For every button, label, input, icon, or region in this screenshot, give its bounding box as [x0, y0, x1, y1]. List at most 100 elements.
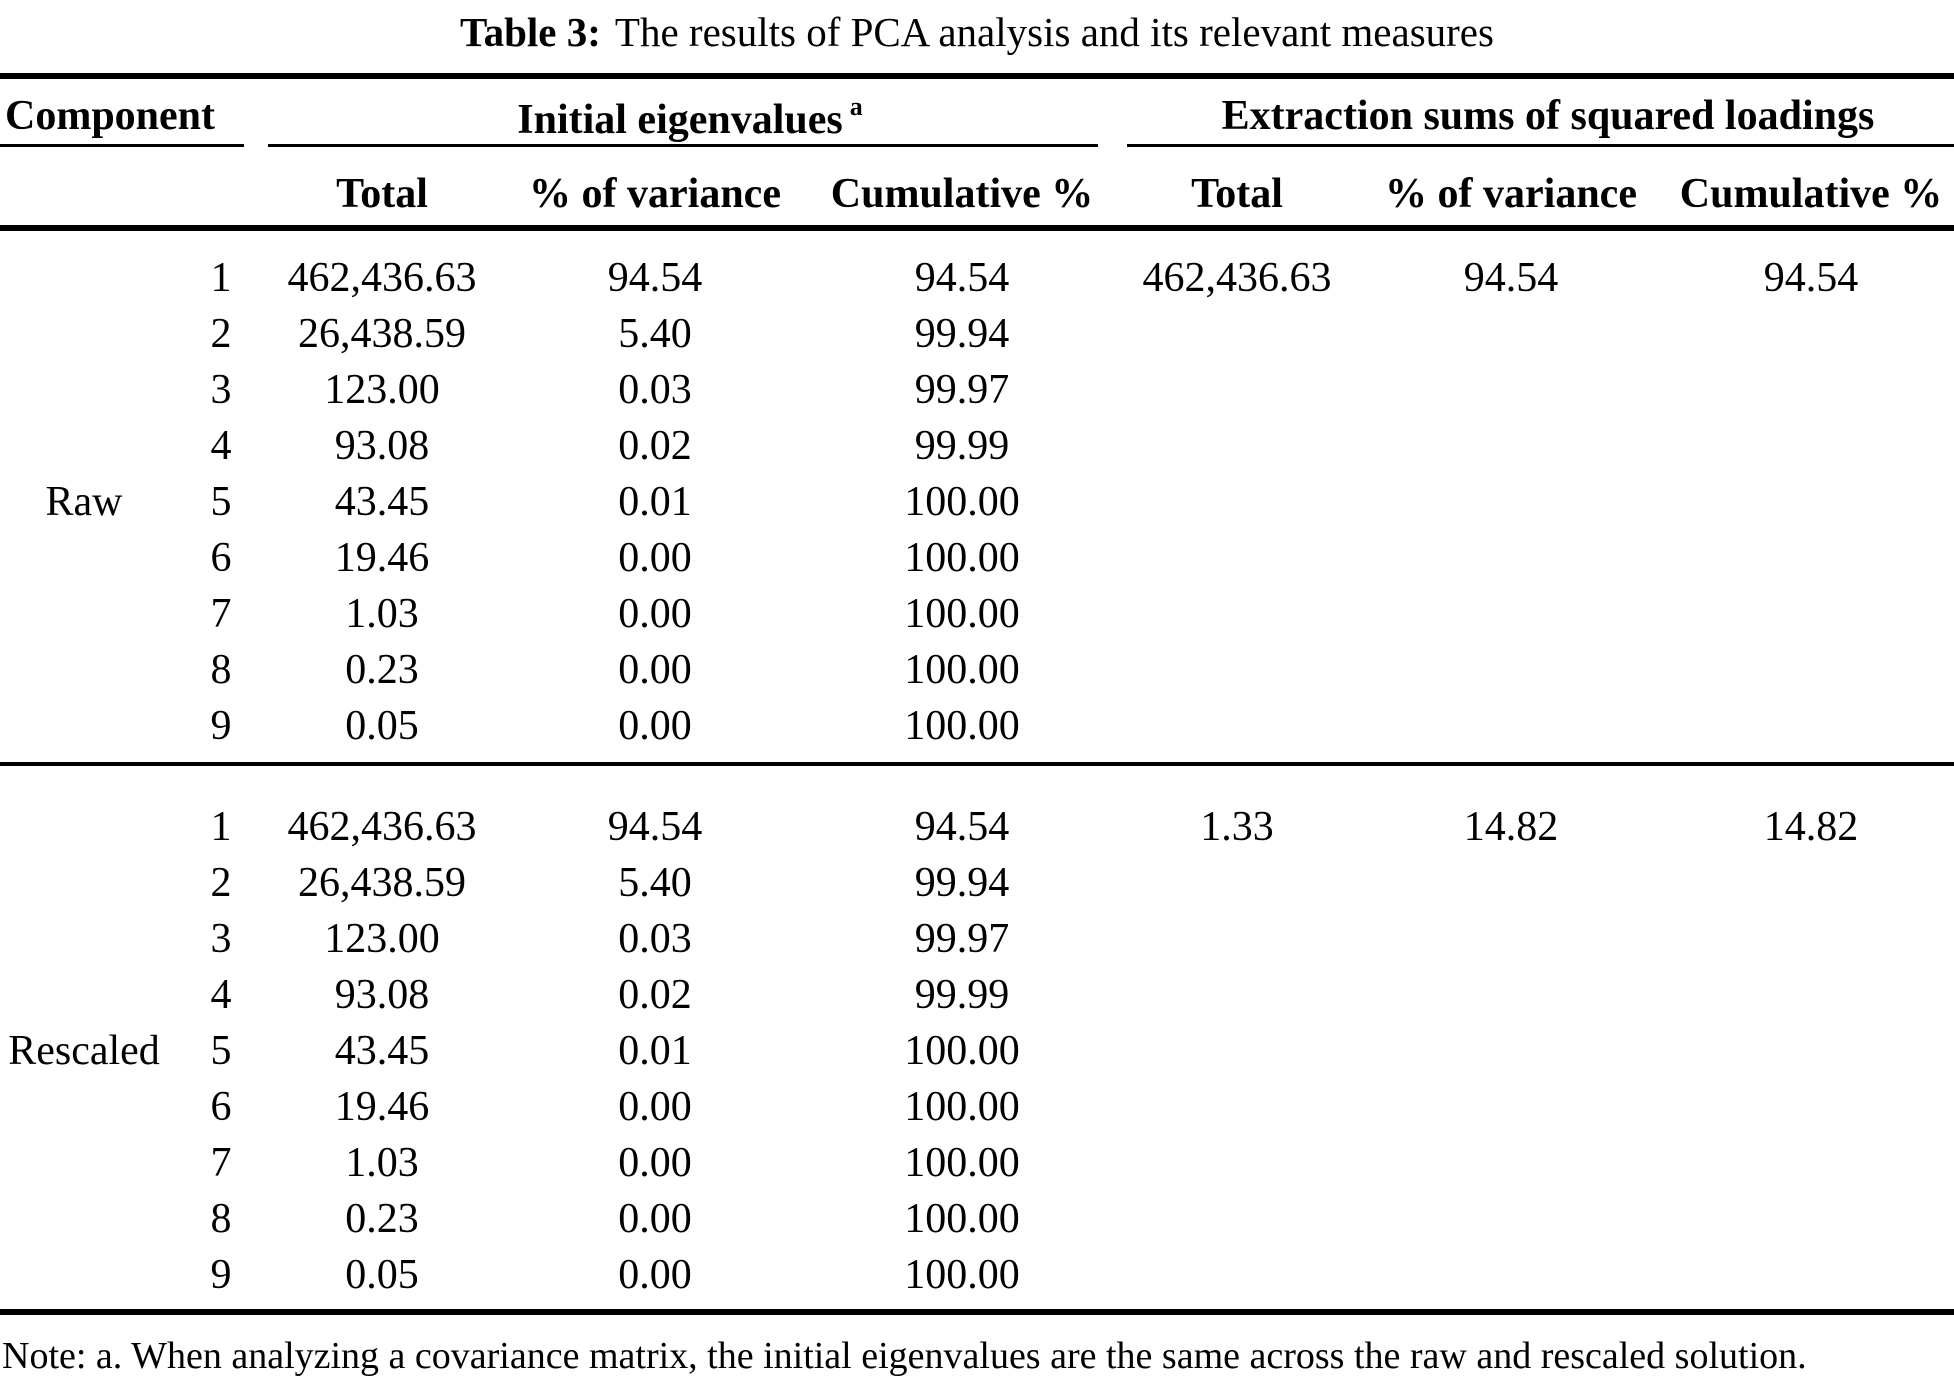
group-label-raw: Raw	[45, 479, 123, 525]
cell-component-number: 4	[210, 423, 232, 469]
cell-initial-total: 26,438.59	[298, 311, 466, 357]
table-row: 4 93.08 0.02 99.99	[0, 967, 1954, 1023]
table-title-number: Table 3:	[460, 9, 601, 55]
cell-component-number: 2	[210, 860, 232, 906]
cell-initial-total: 0.05	[345, 703, 419, 749]
table-row: 2 26,438.59 5.40 99.94	[0, 306, 1954, 362]
cell-initial-total: 1.03	[345, 1140, 419, 1186]
cell-initial-variance: 0.03	[618, 916, 692, 962]
cell-extraction-variance: 94.54	[1463, 255, 1559, 301]
col-header-initial-variance: % of variance	[529, 171, 781, 217]
table-row: 6 19.46 0.00 100.00	[0, 530, 1954, 586]
table-row: 3 123.00 0.03 99.97	[0, 362, 1954, 418]
cell-initial-variance: 94.54	[607, 255, 703, 301]
cell-component-number: 5	[210, 1028, 232, 1074]
table-row: 8 0.23 0.00 100.00	[0, 642, 1954, 698]
group-label-rescaled: Rescaled	[8, 1028, 160, 1074]
cell-initial-variance: 0.00	[618, 647, 692, 693]
table-row: 1 462,436.63 94.54 94.54 462,436.63 94.54 94.5…	[0, 250, 1954, 306]
component-column-header: Component	[5, 93, 216, 139]
cell-initial-cumulative: 99.99	[914, 423, 1010, 469]
cell-initial-cumulative: 100.00	[904, 1252, 1020, 1298]
cell-initial-variance: 94.54	[607, 804, 703, 850]
col-header-initial-total: Total	[336, 171, 428, 217]
rule-group-divider	[0, 762, 1954, 766]
rule-under-extraction	[1127, 144, 1954, 147]
cell-extraction-cumulative: 14.82	[1763, 804, 1859, 850]
cell-initial-total: 93.08	[334, 423, 430, 469]
cell-initial-cumulative: 99.99	[914, 972, 1010, 1018]
cell-component-number: 2	[210, 311, 232, 357]
cell-initial-variance: 0.02	[618, 972, 692, 1018]
table-row: 9 0.05 0.00 100.00	[0, 698, 1954, 754]
cell-initial-cumulative: 100.00	[904, 1140, 1020, 1186]
cell-component-number: 8	[210, 647, 232, 693]
cell-initial-cumulative: 100.00	[904, 479, 1020, 525]
initial-eigenvalues-label: Initial eigenvalues	[517, 97, 843, 143]
table-row: 3 123.00 0.03 99.97	[0, 911, 1954, 967]
cell-initial-variance: 5.40	[618, 860, 692, 906]
table-row: 4 93.08 0.02 99.99	[0, 418, 1954, 474]
cell-initial-total: 462,436.63	[287, 804, 477, 850]
cell-component-number: 3	[210, 367, 232, 413]
initial-eigenvalues-group-header: Initial eigenvalues a	[517, 92, 863, 144]
cell-component-number: 6	[210, 1084, 232, 1130]
cell-initial-cumulative: 100.00	[904, 703, 1020, 749]
cell-extraction-total: 1.33	[1200, 804, 1274, 850]
cell-initial-total: 19.46	[334, 1084, 430, 1130]
cell-initial-total: 43.45	[334, 479, 430, 525]
table-row: 7 1.03 0.00 100.00	[0, 586, 1954, 642]
table-footnote: Note: a. When analyzing a covariance mat…	[2, 1335, 1807, 1377]
cell-initial-variance: 0.01	[618, 1028, 692, 1074]
cell-component-number: 8	[210, 1196, 232, 1242]
cell-initial-variance: 0.00	[618, 1252, 692, 1298]
cell-initial-total: 1.03	[345, 591, 419, 637]
cell-initial-variance: 0.00	[618, 591, 692, 637]
cell-component-number: 9	[210, 1252, 232, 1298]
rule-under-subheaders	[0, 225, 1954, 231]
cell-initial-variance: 0.00	[618, 535, 692, 581]
rule-under-component	[0, 144, 244, 147]
cell-extraction-total: 462,436.63	[1142, 255, 1332, 301]
cell-initial-cumulative: 100.00	[904, 1028, 1020, 1074]
cell-initial-cumulative: 99.97	[914, 367, 1010, 413]
cell-initial-cumulative: 100.00	[904, 1196, 1020, 1242]
cell-initial-total: 462,436.63	[287, 255, 477, 301]
cell-initial-total: 123.00	[324, 367, 440, 413]
cell-initial-cumulative: 100.00	[904, 591, 1020, 637]
cell-initial-total: 26,438.59	[298, 860, 466, 906]
table-row: 5 43.45 0.01 100.00	[0, 474, 1954, 530]
cell-initial-total: 93.08	[334, 972, 430, 1018]
col-header-extraction-variance: % of variance	[1385, 171, 1637, 217]
cell-initial-cumulative: 100.00	[904, 647, 1020, 693]
cell-initial-variance: 0.00	[618, 703, 692, 749]
table-title-text: The results of PCA analysis and its rele…	[614, 9, 1494, 55]
col-header-extraction-cumulative: Cumulative %	[1679, 171, 1943, 217]
cell-initial-variance: 0.03	[618, 367, 692, 413]
cell-component-number: 5	[210, 479, 232, 525]
cell-initial-cumulative: 99.94	[914, 311, 1010, 357]
extraction-group-header: Extraction sums of squared loadings	[1221, 93, 1875, 139]
cell-initial-cumulative: 99.97	[914, 916, 1010, 962]
cell-initial-variance: 0.00	[618, 1140, 692, 1186]
rule-top	[0, 73, 1954, 79]
cell-initial-total: 0.05	[345, 1252, 419, 1298]
cell-initial-total: 19.46	[334, 535, 430, 581]
table-row: 8 0.23 0.00 100.00	[0, 1191, 1954, 1247]
cell-extraction-cumulative: 94.54	[1763, 255, 1859, 301]
cell-initial-cumulative: 99.94	[914, 860, 1010, 906]
cell-initial-variance: 0.00	[618, 1084, 692, 1130]
table-title: Table 3: The results of PCA analysis and …	[0, 8, 1954, 56]
col-header-extraction-total: Total	[1191, 171, 1283, 217]
cell-initial-variance: 0.02	[618, 423, 692, 469]
cell-initial-variance: 0.00	[618, 1196, 692, 1242]
table-row: 5 43.45 0.01 100.00	[0, 1023, 1954, 1079]
cell-component-number: 9	[210, 703, 232, 749]
cell-initial-cumulative: 100.00	[904, 535, 1020, 581]
cell-initial-total: 123.00	[324, 916, 440, 962]
cell-initial-total: 43.45	[334, 1028, 430, 1074]
footnote-marker-a: a	[849, 92, 863, 121]
cell-initial-variance: 5.40	[618, 311, 692, 357]
rule-under-initial-eigenvalues	[268, 144, 1098, 147]
